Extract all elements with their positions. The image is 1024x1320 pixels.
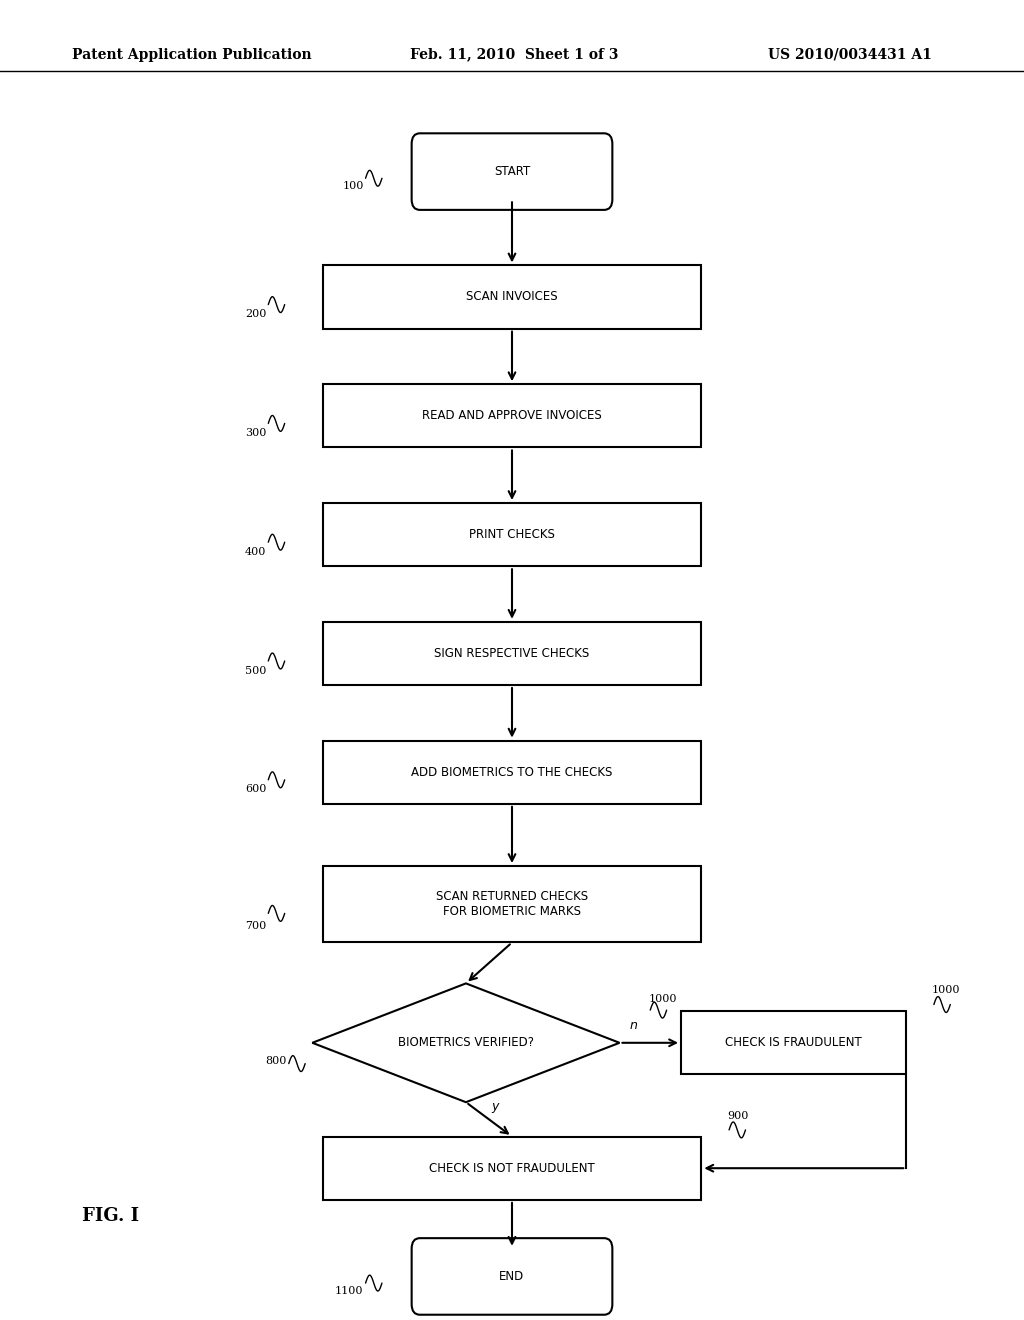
Text: FIG. I: FIG. I	[82, 1206, 139, 1225]
Text: ADD BIOMETRICS TO THE CHECKS: ADD BIOMETRICS TO THE CHECKS	[412, 766, 612, 779]
Text: 1000: 1000	[648, 994, 677, 1005]
Text: SCAN INVOICES: SCAN INVOICES	[466, 290, 558, 304]
Text: 700: 700	[245, 921, 266, 931]
Text: n: n	[630, 1019, 638, 1032]
Text: Patent Application Publication: Patent Application Publication	[72, 48, 311, 62]
FancyBboxPatch shape	[323, 1137, 701, 1200]
FancyBboxPatch shape	[681, 1011, 906, 1074]
FancyBboxPatch shape	[323, 866, 701, 942]
Text: US 2010/0034431 A1: US 2010/0034431 A1	[768, 48, 932, 62]
FancyBboxPatch shape	[323, 265, 701, 329]
Text: START: START	[494, 165, 530, 178]
FancyBboxPatch shape	[323, 384, 701, 447]
FancyBboxPatch shape	[323, 503, 701, 566]
FancyBboxPatch shape	[412, 1238, 612, 1315]
Text: 400: 400	[245, 546, 266, 557]
Text: Feb. 11, 2010  Sheet 1 of 3: Feb. 11, 2010 Sheet 1 of 3	[410, 48, 618, 62]
Text: READ AND APPROVE INVOICES: READ AND APPROVE INVOICES	[422, 409, 602, 422]
FancyBboxPatch shape	[323, 741, 701, 804]
Text: END: END	[500, 1270, 524, 1283]
Text: 600: 600	[245, 784, 266, 795]
Text: 1000: 1000	[932, 985, 961, 995]
Polygon shape	[312, 983, 620, 1102]
Text: 1100: 1100	[335, 1286, 364, 1296]
Text: 200: 200	[245, 309, 266, 319]
FancyBboxPatch shape	[412, 133, 612, 210]
Text: SIGN RESPECTIVE CHECKS: SIGN RESPECTIVE CHECKS	[434, 647, 590, 660]
Text: 800: 800	[265, 1056, 287, 1065]
FancyBboxPatch shape	[323, 622, 701, 685]
Text: PRINT CHECKS: PRINT CHECKS	[469, 528, 555, 541]
Text: y: y	[492, 1100, 499, 1113]
Text: 900: 900	[727, 1110, 749, 1121]
Text: SCAN RETURNED CHECKS
FOR BIOMETRIC MARKS: SCAN RETURNED CHECKS FOR BIOMETRIC MARKS	[436, 890, 588, 919]
Text: 100: 100	[342, 181, 364, 191]
Text: BIOMETRICS VERIFIED?: BIOMETRICS VERIFIED?	[398, 1036, 534, 1049]
Text: 300: 300	[245, 428, 266, 438]
Text: CHECK IS FRAUDULENT: CHECK IS FRAUDULENT	[725, 1036, 862, 1049]
Text: 500: 500	[245, 665, 266, 676]
Text: CHECK IS NOT FRAUDULENT: CHECK IS NOT FRAUDULENT	[429, 1162, 595, 1175]
